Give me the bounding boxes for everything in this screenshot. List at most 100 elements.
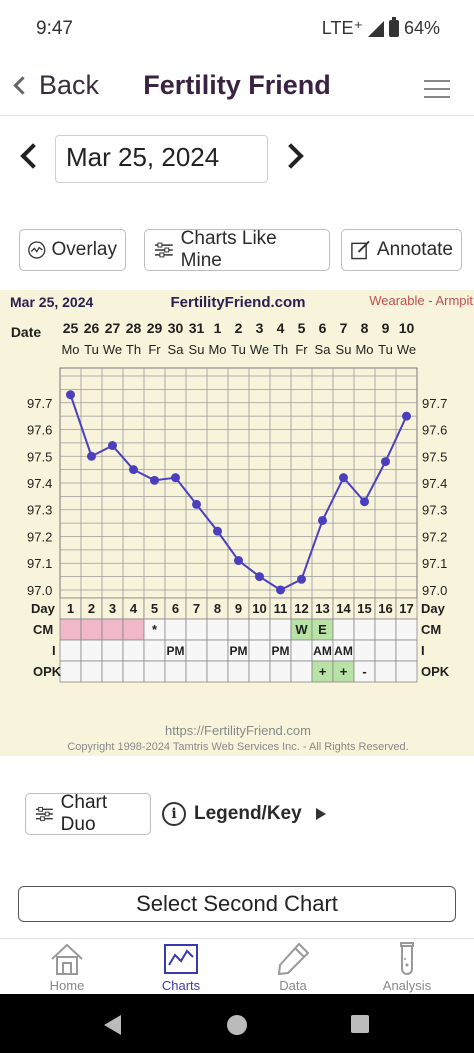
intercourse-value: AM (313, 644, 332, 658)
menu-icon[interactable] (424, 80, 450, 104)
temperature-point (276, 585, 285, 595)
overlay-label: Overlay (51, 239, 117, 260)
overlay-button[interactable]: Overlay (19, 229, 126, 271)
temperature-point (234, 556, 243, 566)
battery-icon (388, 17, 399, 37)
row-label-left: OPK (33, 664, 62, 679)
opk-value: + (319, 664, 327, 679)
table-cell (101, 660, 124, 683)
temperature-point (360, 497, 369, 507)
status-bar: 9:47 LTE⁺ 64% (0, 0, 474, 56)
table-cell (122, 660, 145, 683)
row-label-right: I (421, 643, 425, 658)
y-tick-label-right: 97.1 (422, 556, 447, 571)
weekday-label: Mo (208, 342, 226, 357)
table-cell (122, 639, 145, 662)
y-tick-label: 97.1 (27, 556, 52, 571)
temperature-point (297, 574, 306, 584)
temperature-point (66, 390, 75, 400)
date-row-label: Date (11, 324, 42, 340)
table-cell (80, 639, 103, 662)
date-label: 6 (319, 320, 327, 336)
nav-home-icon[interactable] (226, 1014, 248, 1036)
day-number: 17 (399, 601, 413, 616)
nav-recents-icon[interactable] (350, 1014, 370, 1034)
day-number: 10 (252, 601, 266, 616)
table-cell (395, 660, 418, 683)
legend-key-toggle[interactable]: i Legend/Key (162, 802, 326, 826)
next-date-button[interactable] (278, 143, 304, 169)
system-nav-bar (0, 994, 474, 1053)
annotate-button[interactable]: Annotate (341, 229, 462, 271)
weekday-label: Su (189, 342, 205, 357)
day-number: 13 (315, 601, 329, 616)
app-header: Back Fertility Friend (0, 60, 474, 116)
weekday-label: Sa (168, 342, 185, 357)
weekday-label: Tu (378, 342, 393, 357)
day-number: 11 (274, 601, 288, 616)
y-tick-label: 97.0 (27, 583, 52, 598)
opk-value: + (340, 664, 348, 679)
y-tick-label-right: 97.7 (422, 396, 447, 411)
table-cell (206, 618, 229, 641)
date-label: 30 (168, 320, 184, 336)
date-label: 26 (84, 320, 100, 336)
tab-analysis[interactable]: Analysis (362, 941, 452, 993)
date-label: 9 (382, 320, 390, 336)
select-second-chart-button[interactable]: Select Second Chart (18, 886, 456, 922)
weekday-label: Sa (315, 342, 332, 357)
intercourse-value: PM (167, 644, 185, 658)
weekday-label: Th (126, 342, 141, 357)
intercourse-value: PM (272, 644, 290, 658)
overlay-icon (28, 241, 46, 259)
triangle-right-icon (315, 808, 326, 820)
chart-duo-button[interactable]: Chart Duo (25, 792, 151, 835)
tab-charts-label: Charts (161, 978, 201, 993)
date-field[interactable]: Mar 25, 2024 (55, 135, 268, 183)
table-cell (122, 618, 145, 641)
table-cell (80, 618, 103, 641)
opk-value: - (362, 664, 366, 679)
network-indicator: LTE⁺ (321, 18, 363, 38)
temperature-point (255, 572, 264, 582)
date-label: 10 (399, 320, 415, 336)
weekday-label: Fr (295, 342, 308, 357)
table-cell (332, 618, 355, 641)
row-label-right: Day (421, 601, 446, 616)
table-cell (101, 639, 124, 662)
day-number: 7 (193, 601, 200, 616)
day-number: 8 (214, 601, 221, 616)
back-button[interactable]: Back (10, 70, 99, 101)
y-tick-label: 97.4 (27, 476, 52, 491)
y-tick-label-right: 97.3 (422, 503, 447, 518)
table-cell (101, 618, 124, 641)
intercourse-value: AM (334, 644, 353, 658)
previous-date-button[interactable] (20, 143, 46, 169)
y-tick-label-right: 97.6 (422, 423, 447, 438)
tab-charts[interactable]: Charts (136, 941, 226, 993)
date-label: 4 (277, 320, 285, 336)
table-cell (59, 660, 82, 683)
nav-back-icon[interactable] (103, 1014, 123, 1036)
weekday-label: Su (336, 342, 352, 357)
battery-level: 64% (403, 18, 440, 38)
home-icon (51, 943, 83, 975)
tab-data[interactable]: Data (248, 941, 338, 993)
sliders-icon (35, 806, 53, 822)
table-cell (227, 618, 250, 641)
table-cell (206, 660, 229, 683)
date-label: 1 (214, 320, 222, 336)
temperature-point (171, 473, 180, 483)
annotate-label: Annotate (376, 239, 453, 260)
temperature-point (129, 465, 138, 475)
day-number: 3 (109, 601, 116, 616)
chart-mode: Wearable - Armpit (369, 293, 473, 308)
tab-home[interactable]: Home (22, 941, 112, 993)
pencil-icon (277, 942, 310, 976)
table-cell (269, 660, 292, 683)
day-number: 6 (172, 601, 179, 616)
charts-like-mine-button[interactable]: Charts Like Mine (144, 228, 330, 271)
weekday-label: We (250, 342, 269, 357)
date-label: 25 (63, 320, 79, 336)
